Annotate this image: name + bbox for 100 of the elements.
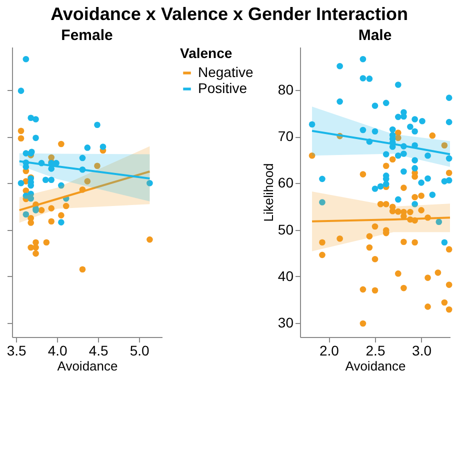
point xyxy=(58,182,64,189)
point xyxy=(382,151,390,158)
point xyxy=(319,176,326,182)
point xyxy=(366,244,373,251)
point xyxy=(18,88,24,94)
point xyxy=(32,250,39,257)
point xyxy=(377,200,384,208)
point xyxy=(434,270,442,276)
point xyxy=(446,306,452,313)
point xyxy=(84,178,91,184)
point xyxy=(441,178,448,184)
point xyxy=(412,116,418,122)
y-axis-title: Likelihood xyxy=(260,163,276,222)
point xyxy=(412,157,418,164)
point xyxy=(360,171,366,178)
point xyxy=(400,184,407,191)
point xyxy=(336,98,343,105)
point xyxy=(22,211,30,218)
point xyxy=(424,274,431,281)
point xyxy=(419,118,426,124)
y-tick-label: 80 xyxy=(278,81,294,98)
point xyxy=(94,122,100,128)
x-axis-title: Avoidance xyxy=(345,358,406,374)
y-tick-label: 60 xyxy=(278,174,294,191)
point xyxy=(372,102,378,109)
point xyxy=(28,220,34,226)
point xyxy=(400,168,407,175)
point xyxy=(372,256,378,262)
point xyxy=(446,94,452,101)
y-tick-label: 40 xyxy=(278,268,294,284)
legend-label: Negative xyxy=(198,64,254,80)
point xyxy=(424,152,431,159)
point xyxy=(394,270,402,277)
point xyxy=(446,170,452,176)
point xyxy=(32,116,39,122)
point xyxy=(100,144,106,150)
x-tick-label: 2.5 xyxy=(366,342,386,358)
point xyxy=(441,299,448,306)
chart-subtitle: Female xyxy=(61,27,113,44)
x-tick-label: 3.5 xyxy=(6,342,27,358)
x-tick-label: 3.0 xyxy=(412,342,432,358)
point xyxy=(372,186,378,192)
point xyxy=(407,124,414,130)
point xyxy=(18,180,24,186)
point xyxy=(146,180,153,186)
point xyxy=(436,218,442,225)
point xyxy=(382,100,390,106)
x-axis-title: Avoidance xyxy=(57,358,118,374)
point xyxy=(412,239,418,246)
point xyxy=(372,223,378,230)
point xyxy=(79,154,86,162)
point xyxy=(146,236,153,243)
point xyxy=(372,287,378,294)
point xyxy=(360,75,366,82)
point xyxy=(400,238,407,246)
x-tick-label: 2.0 xyxy=(319,342,340,358)
point xyxy=(382,200,390,208)
point xyxy=(53,160,60,166)
point xyxy=(424,175,431,182)
point xyxy=(18,135,24,142)
text: Avoidance x Valence x Gender Interaction xyxy=(50,4,408,24)
point xyxy=(308,152,316,159)
y-tick-label: 70 xyxy=(278,128,294,144)
point xyxy=(48,176,55,184)
point xyxy=(441,239,448,246)
point xyxy=(429,132,436,139)
point xyxy=(382,180,390,188)
point xyxy=(43,239,50,246)
point xyxy=(319,239,326,246)
point xyxy=(446,155,452,162)
point xyxy=(446,118,452,126)
point xyxy=(407,208,414,216)
point xyxy=(400,150,407,157)
point xyxy=(336,62,343,70)
point xyxy=(32,239,39,246)
point xyxy=(412,165,418,172)
point xyxy=(48,205,55,212)
point xyxy=(394,152,402,159)
point xyxy=(360,286,366,293)
point xyxy=(424,304,431,310)
point xyxy=(18,128,24,134)
point xyxy=(336,235,343,242)
x-tick-label: 4.5 xyxy=(88,342,109,358)
point xyxy=(446,282,452,288)
point xyxy=(62,202,70,210)
point xyxy=(400,284,407,292)
point xyxy=(394,130,402,136)
point xyxy=(418,207,424,214)
point xyxy=(372,128,378,135)
point xyxy=(22,164,30,170)
point xyxy=(308,121,316,128)
point xyxy=(319,199,326,206)
point xyxy=(38,207,45,214)
point xyxy=(94,162,100,170)
point xyxy=(389,208,396,214)
point xyxy=(441,142,448,149)
point xyxy=(389,126,396,133)
point xyxy=(58,140,64,148)
point xyxy=(84,144,91,151)
point xyxy=(377,183,384,190)
